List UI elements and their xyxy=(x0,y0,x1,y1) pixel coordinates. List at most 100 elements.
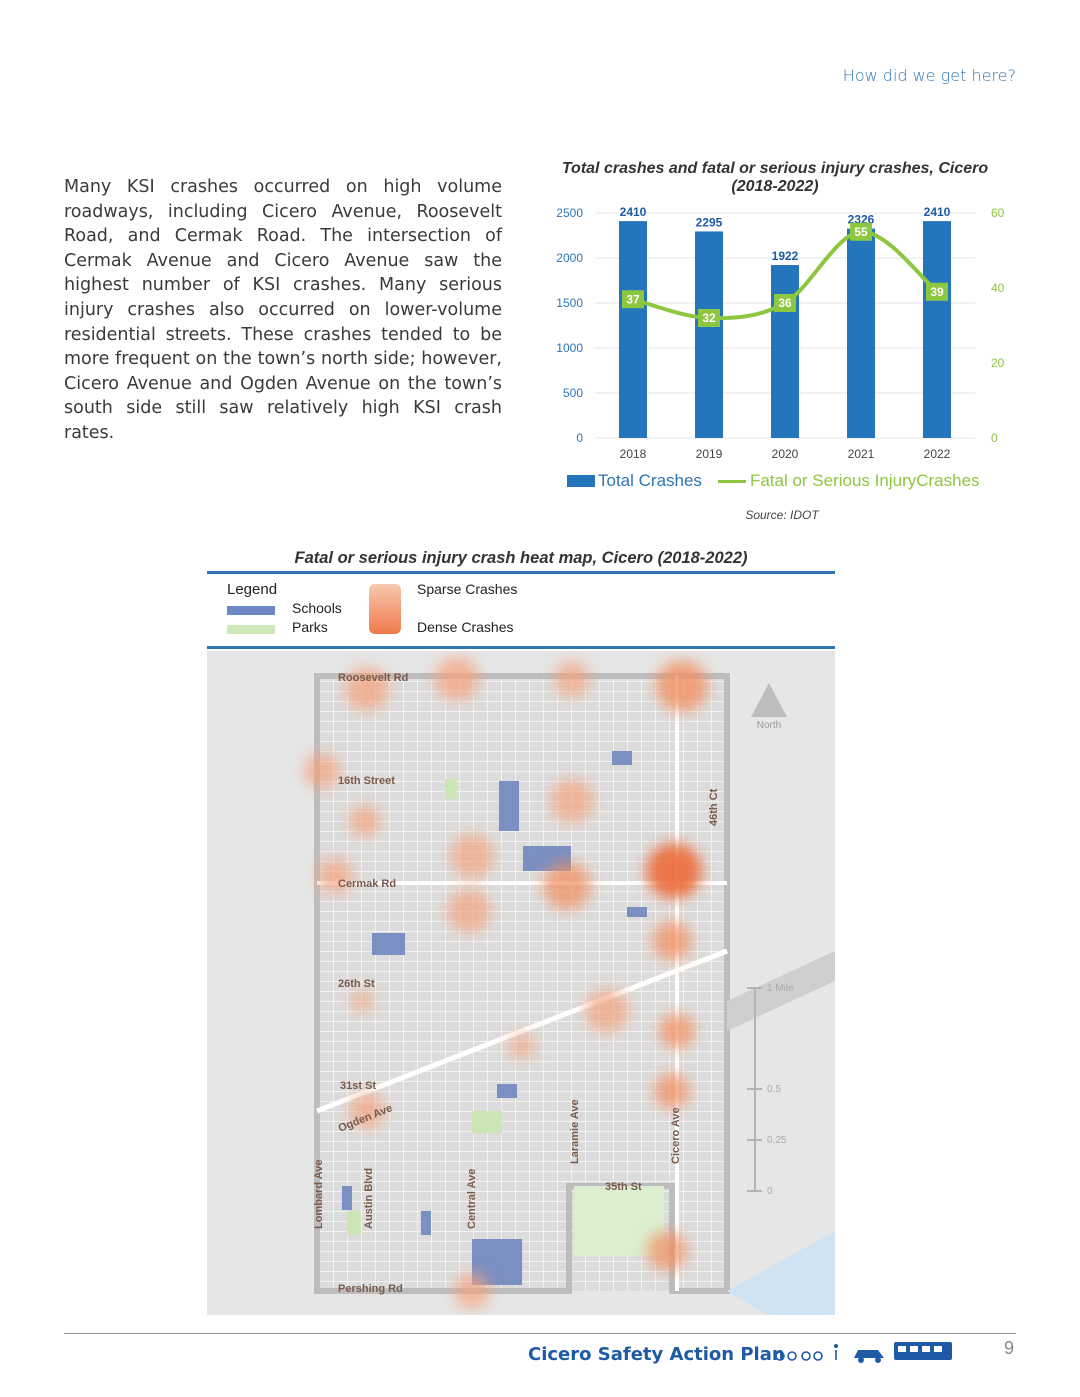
body-paragraph: Many KSI crashes occurred on high volume… xyxy=(64,177,502,443)
chart-source: Source: IDOT xyxy=(745,508,819,522)
ksi-value-label: 37 xyxy=(626,292,640,306)
label-cicero: Cicero Ave xyxy=(670,1107,682,1164)
label-26th: 26th St xyxy=(338,978,375,990)
legend-sparse-label: Sparse Crashes xyxy=(417,581,518,597)
y-tick-label: 2500 xyxy=(556,206,583,220)
map-title-rule xyxy=(207,571,835,574)
bus-window xyxy=(934,1346,942,1352)
legend-dense-label: Dense Crashes xyxy=(417,619,514,635)
ksi-value-label: 32 xyxy=(702,311,716,325)
ksi-value-label: 39 xyxy=(930,285,944,299)
river xyxy=(727,1231,835,1315)
footer-title: Cicero Safety Action Plan xyxy=(528,1344,785,1365)
bar-value-label: 2410 xyxy=(620,205,647,219)
map-canvas: North 1 Mile 0.5 0.25 0 Roosevelt Rd 16t… xyxy=(207,651,835,1315)
y2-tick-label: 0 xyxy=(991,431,998,445)
street-grid xyxy=(317,676,727,1291)
bike-icon-2 xyxy=(801,1351,811,1361)
pedestrian-head xyxy=(834,1344,838,1348)
ksi-value-label: 36 xyxy=(778,296,792,310)
bar xyxy=(771,265,799,438)
ksi-point xyxy=(926,282,948,301)
street-labels: Roosevelt Rd 16th Street Cermak Rd 26th … xyxy=(313,672,720,1295)
car-wheel xyxy=(858,1357,864,1363)
y-tick-label: 1500 xyxy=(556,296,583,310)
legend-heading: Legend xyxy=(227,581,278,598)
label-central: Central Ave xyxy=(466,1169,478,1229)
legend-swatch-total xyxy=(567,475,595,487)
label-laramie: Laramie Ave xyxy=(569,1099,581,1164)
map-legend-rule xyxy=(207,646,835,649)
x-tick-label: 2021 xyxy=(848,447,875,461)
map-title: Fatal or serious injury crash heat map, … xyxy=(294,549,748,567)
y2-tick-label: 60 xyxy=(991,206,1005,220)
chart-legend: Total Crashes Fatal or Serious InjuryCra… xyxy=(567,471,1007,491)
school-block xyxy=(342,1186,352,1210)
y-tick-label: 2000 xyxy=(556,251,583,265)
label-16th: 16th Street xyxy=(338,775,395,787)
bar-value-label: 2410 xyxy=(924,205,951,219)
map-legend: Legend Schools Parks Sparse Crashes Dens… xyxy=(207,576,835,646)
section-link[interactable]: How did we get here? xyxy=(842,66,1016,85)
legend-parks-swatch xyxy=(227,625,275,634)
mode-icons xyxy=(775,1342,952,1363)
school-block xyxy=(612,751,632,765)
scale-label: 1 Mile xyxy=(767,983,794,994)
school-block xyxy=(497,1084,517,1098)
bar xyxy=(923,221,951,438)
y-tick-label: 0 xyxy=(576,431,583,445)
ksi-value-label: 55 xyxy=(854,225,868,239)
ksi-point xyxy=(698,309,720,327)
crash-chart: Total crashes and fatal or serious injur… xyxy=(540,158,1010,528)
label-31st: 31st St xyxy=(340,1080,376,1092)
legend-parks-label: Parks xyxy=(292,619,328,635)
x-tick-label: 2020 xyxy=(772,447,799,461)
heat-layer xyxy=(304,657,708,1309)
bar xyxy=(695,231,723,438)
school-block xyxy=(421,1211,431,1235)
bike-icon-wheel xyxy=(787,1351,797,1361)
y2-tick-label: 40 xyxy=(991,281,1005,295)
car-icon xyxy=(854,1350,884,1358)
north-label: North xyxy=(757,720,781,731)
park xyxy=(347,1211,361,1235)
school-block xyxy=(372,933,405,955)
chart-canvas: 0 500 1000 1500 2000 2500 0 20 40 60 2410 2018 2295 2… xyxy=(556,205,1005,461)
x-tick-label: 2019 xyxy=(696,447,723,461)
legend-swatch-ksi xyxy=(717,479,746,483)
park xyxy=(445,779,457,799)
heat-map[interactable]: North 1 Mile 0.5 0.25 0 Roosevelt Rd 16t… xyxy=(207,651,835,1315)
label-roosevelt: Roosevelt Rd xyxy=(338,672,408,684)
bus-window xyxy=(898,1346,906,1352)
label-cermak: Cermak Rd xyxy=(338,878,396,890)
bus-window xyxy=(922,1346,930,1352)
bar-value-label: 2295 xyxy=(696,215,723,229)
x-tick-label: 2022 xyxy=(924,447,951,461)
label-46th: 46th Ct xyxy=(708,788,720,826)
label-pershing: Pershing Rd xyxy=(338,1283,403,1295)
legend-label-ksi: Fatal or Serious InjuryCrashes xyxy=(749,471,980,490)
label-austin: Austin Blvd xyxy=(363,1168,375,1229)
legend-schools-swatch xyxy=(227,606,275,615)
scale-label: 0 xyxy=(767,1186,773,1197)
park xyxy=(472,1111,502,1133)
north-arrow-icon xyxy=(751,683,787,717)
bike-icon xyxy=(775,1351,785,1361)
ksi-point xyxy=(622,290,644,309)
y-tick-label: 1000 xyxy=(556,341,583,355)
footer-rule xyxy=(64,1333,1016,1334)
school-block xyxy=(499,781,519,831)
ksi-point xyxy=(850,222,872,241)
car-wheel xyxy=(875,1357,881,1363)
legend-label-total: Total Crashes xyxy=(598,471,702,490)
scale-label: 0.25 xyxy=(767,1135,787,1146)
legend-density-swatch xyxy=(369,584,401,634)
ogden-ave-line xyxy=(316,948,728,1114)
y2-tick-label: 20 xyxy=(991,356,1005,370)
bus-window xyxy=(910,1346,918,1352)
label-lombard: Lombard Ave xyxy=(313,1160,325,1229)
school-block xyxy=(627,907,647,917)
bike-icon-2-wheel xyxy=(813,1351,823,1361)
scale-label: 0.5 xyxy=(767,1084,781,1095)
label-35th: 35th St xyxy=(605,1181,642,1193)
